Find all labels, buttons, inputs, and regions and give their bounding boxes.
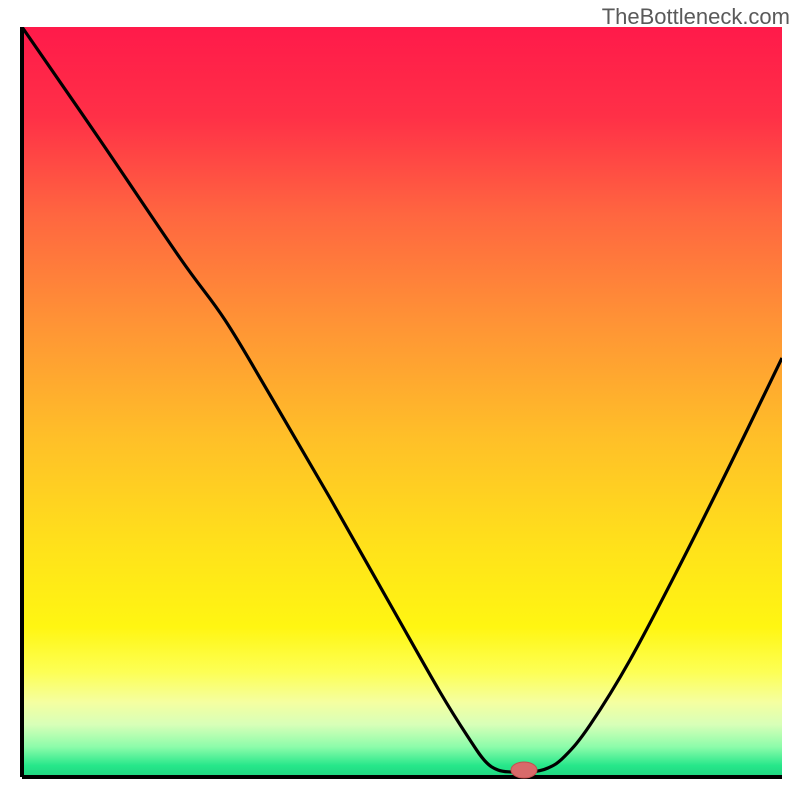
bottleneck-chart (0, 0, 800, 800)
optimal-marker (511, 762, 537, 778)
watermark-text: TheBottleneck.com (602, 4, 790, 30)
gradient-background (22, 27, 782, 777)
chart-container: TheBottleneck.com (0, 0, 800, 800)
